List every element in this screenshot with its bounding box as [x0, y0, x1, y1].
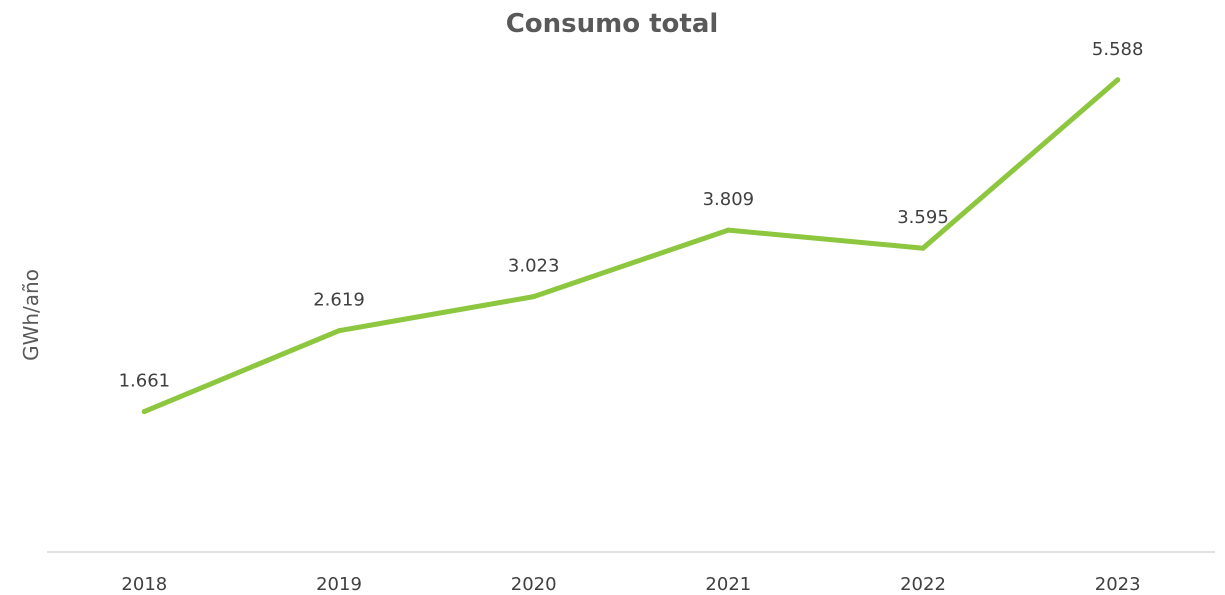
- series-layer: [141, 77, 1121, 415]
- data-point: [725, 227, 731, 233]
- y-axis-label: GWh/año: [19, 269, 43, 361]
- x-tick-labels: 2018 2019 2020 2021 2022 2023: [121, 574, 1140, 595]
- series-line: [141, 77, 1121, 415]
- x-tick-label: 2021: [705, 574, 751, 595]
- x-tick-label: 2022: [900, 574, 946, 595]
- data-point: [920, 245, 926, 251]
- x-tick-label: 2019: [316, 574, 362, 595]
- data-label: 2.619: [313, 290, 365, 311]
- data-labels: 1.661 2.619 3.023 3.809 3.595 5.588: [119, 39, 1144, 392]
- data-label: 3.023: [508, 256, 560, 277]
- data-label: 1.661: [119, 371, 171, 392]
- data-point: [531, 294, 537, 300]
- x-tick-label: 2018: [121, 574, 167, 595]
- chart-title: Consumo total: [506, 9, 719, 39]
- data-label: 5.588: [1092, 39, 1144, 60]
- x-tick-label: 2023: [1095, 574, 1141, 595]
- x-tick-label: 2020: [511, 574, 557, 595]
- data-label: 3.595: [897, 207, 949, 228]
- data-label: 3.809: [703, 189, 755, 210]
- data-point: [141, 409, 147, 415]
- data-point: [336, 328, 342, 334]
- data-point: [1115, 77, 1121, 83]
